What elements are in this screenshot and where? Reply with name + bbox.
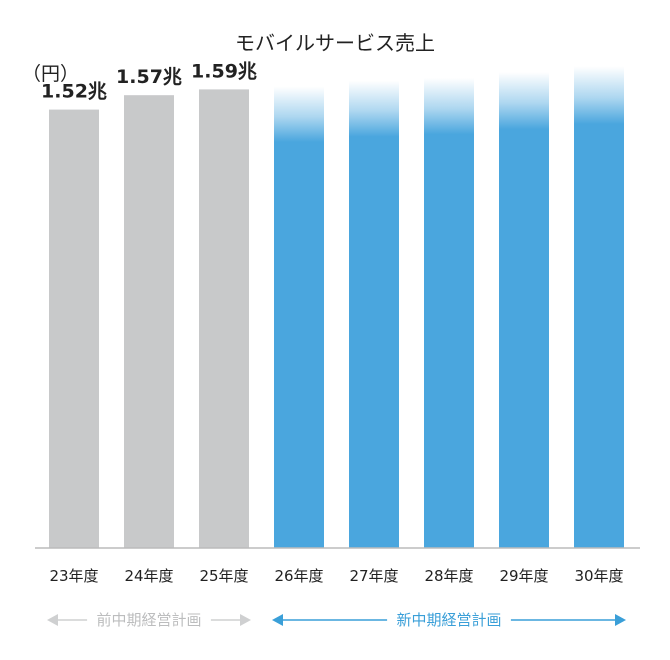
bar-28年度 [424,77,474,548]
bar-24年度 [124,95,174,548]
x-tick-labels-group: 23年度 24年度 25年度 26年度 27年度 28年度 29年度 30年度 [49,567,623,585]
value-label-24年度: 1.57兆 [116,66,182,88]
arrow-left-icon [47,614,58,626]
arrow-right-icon [615,614,626,626]
x-tick-label-27年度: 27年度 [349,567,398,585]
chart-title: モバイルサービス売上 [235,31,435,55]
x-tick-label-29年度: 29年度 [499,567,548,585]
period-label: 前中期経営計画 [96,611,201,629]
bar-26年度 [274,86,324,549]
x-tick-label-24年度: 24年度 [124,567,173,585]
arrow-left-icon [272,614,283,626]
bar-27年度 [349,80,399,548]
bar-29年度 [499,72,549,549]
value-label-23年度: 1.52兆 [41,81,107,103]
bar-23年度 [49,109,99,548]
x-tick-label-25年度: 25年度 [199,567,248,585]
x-tick-label-28年度: 28年度 [424,567,473,585]
value-label-25年度: 1.59兆 [191,60,257,82]
bar-25年度 [199,89,249,549]
x-tick-label-26年度: 26年度 [274,567,323,585]
period-brackets-group: 前中期経営計画 新中期経営計画 [47,611,626,629]
period-label: 新中期経営計画 [396,611,501,629]
bar-30年度 [574,66,624,548]
x-tick-label-23年度: 23年度 [49,567,98,585]
x-tick-label-30年度: 30年度 [574,567,623,585]
arrow-right-icon [240,614,251,626]
bars-group [49,66,624,549]
y-axis-unit-label: （円） [22,63,79,85]
period-bracket-1: 前中期経営計画 [47,611,251,629]
period-bracket-2: 新中期経営計画 [272,611,626,629]
value-labels-group: 1.52兆 1.57兆 1.59兆 [41,60,257,102]
